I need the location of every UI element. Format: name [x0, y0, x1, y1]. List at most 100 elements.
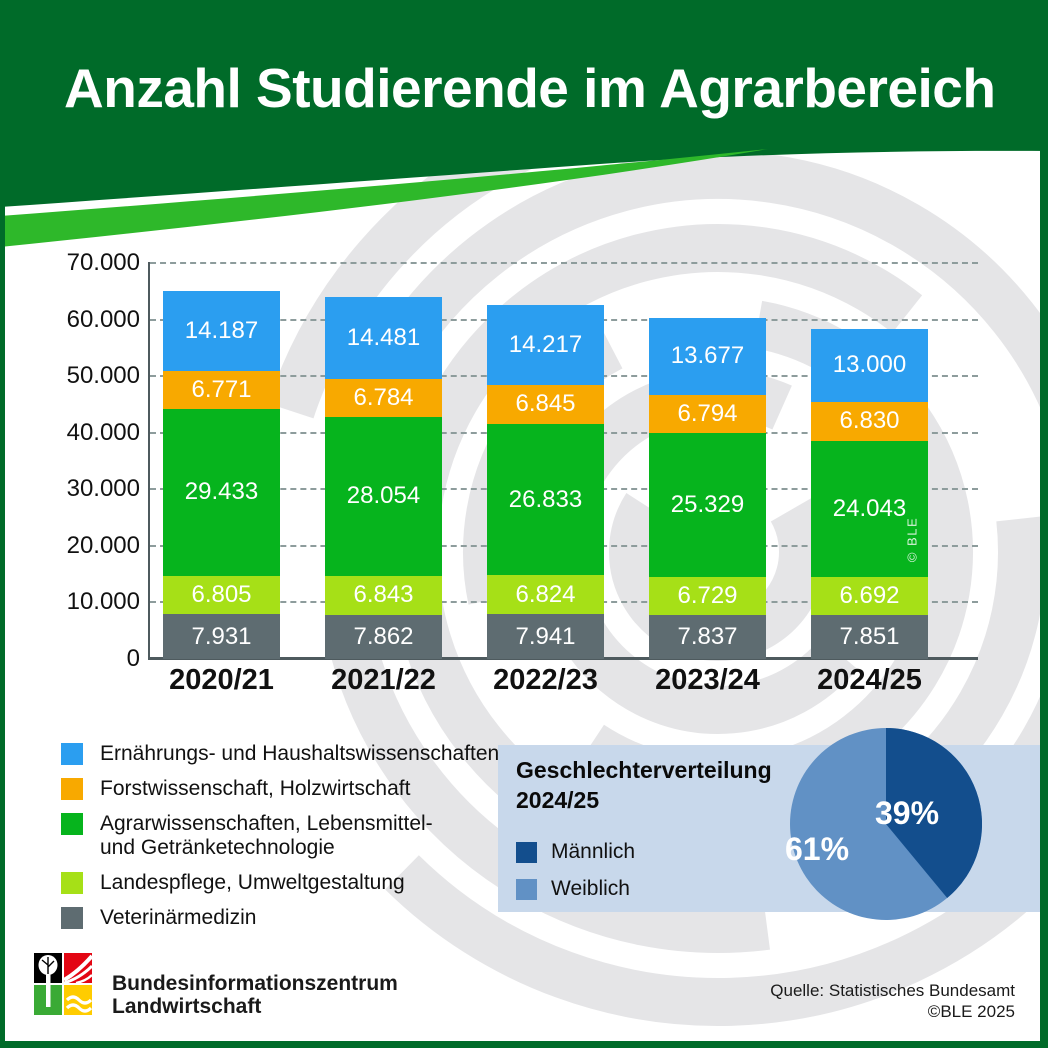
legend-swatch: [61, 872, 83, 894]
pie-slice-maennlich: [886, 728, 982, 898]
x-axis-label: 2020/21: [169, 664, 274, 696]
bar-value-label: 6.784: [353, 383, 414, 411]
bar-value-label: 25.329: [670, 490, 745, 518]
frame-border-bottom: [0, 1041, 1048, 1048]
bar-segment: 6.824: [487, 575, 604, 615]
bar-value-label: 7.941: [515, 622, 576, 650]
page-title: Anzahl Studierende im Agrarbereich: [64, 57, 996, 119]
y-tick-label: 0: [126, 645, 140, 672]
ble-copyright-watermark: © BLE: [904, 516, 920, 563]
organization-name-line2: Landwirtschaft: [112, 995, 262, 1018]
y-tick-label: 70.000: [66, 249, 140, 276]
bar-value-label: 6.830: [839, 407, 900, 435]
bar-segment: 7.862: [325, 614, 442, 659]
organization-name-line1: Bundesinformationszentrum: [112, 972, 398, 995]
bar-segment: 6.830: [811, 402, 928, 441]
bar-value-label: 7.862: [353, 622, 414, 650]
bar-value-label: 6.824: [515, 580, 576, 608]
header-swoosh-shape: [0, 149, 768, 247]
y-tick-label: 60.000: [66, 305, 140, 333]
gender-legend-label: Weiblich: [551, 877, 630, 900]
bar-segment: 6.784: [325, 378, 442, 418]
bar-segment: 6.729: [649, 576, 766, 615]
gender-legend-item: Weiblich: [516, 877, 635, 901]
gender-legend-label: Männlich: [551, 840, 636, 863]
legend-item: Ernährungs- und Haushaltswissenschaften: [61, 742, 499, 766]
bar-value-label: 6.843: [353, 581, 414, 609]
legend-label: Agrarwissenschaften, Lebensmittel- und G…: [100, 812, 433, 859]
bar-segment: 14.481: [325, 296, 442, 379]
bar-value-label: 26.833: [508, 485, 583, 513]
bar-segment: 6.805: [163, 575, 280, 615]
x-axis-label: 2023/24: [655, 664, 760, 696]
gender-legend-swatch: [516, 878, 537, 900]
gender-legend: Männlich Weiblich: [516, 840, 635, 901]
gender-panel-title-line2: 2024/25: [516, 787, 600, 813]
bar-value-label: 6.794: [677, 400, 738, 428]
x-axis-label: 2024/25: [817, 664, 922, 696]
bar-segment: 7.931: [163, 614, 280, 659]
legend-swatch: [61, 907, 83, 929]
organization-name: Bundesinformationszentrum Landwirtschaft: [112, 972, 398, 1018]
copyright-line: ©BLE 2025: [927, 1002, 1015, 1021]
gender-legend-swatch: [516, 841, 537, 863]
bar-segment: 25.329: [649, 433, 766, 577]
bar-segment: 14.217: [487, 304, 604, 385]
bar-segment: 29.433: [163, 409, 280, 576]
legend-label: Veterinärmedizin: [100, 906, 257, 929]
bar-segment: 13.000: [811, 328, 928, 403]
bar-segment: 7.837: [649, 614, 766, 659]
legend-label: Ernährungs- und Haushaltswissenschaften: [100, 742, 500, 765]
bar-value-label: 7.851: [839, 622, 900, 650]
y-tick-label: 50.000: [66, 362, 140, 390]
gender-panel-title-line1: Geschlechterverteilung: [516, 757, 772, 783]
legend-item: Landespflege, Umweltgestaltung: [61, 871, 499, 895]
legend-item: Forstwissenschaft, Holzwirtschaft: [61, 777, 499, 801]
bar-value-label: 6.729: [677, 581, 738, 609]
legend-item: Veterinärmedizin: [61, 906, 499, 930]
legend-label: Landespflege, Umweltgestaltung: [100, 871, 405, 894]
bar-value-label: 6.771: [191, 375, 252, 403]
bar-value-label: 28.054: [346, 482, 421, 510]
bar-value-label: 6.845: [515, 390, 576, 418]
gender-panel-title: Geschlechterverteilung 2024/25: [516, 755, 772, 815]
header-dark-shape: [0, 0, 1048, 207]
pie-percentage-label: 61%: [784, 831, 850, 867]
y-axis-line: [148, 262, 150, 659]
source-line: Quelle: Statistisches Bundesamt: [770, 981, 1015, 1000]
bar-segment: 6.845: [487, 384, 604, 424]
bar-segment: 6.794: [649, 394, 766, 434]
source-credit: Quelle: Statistisches Bundesamt ©BLE 202…: [770, 980, 1015, 1022]
bar-value-label: 29.433: [184, 478, 259, 506]
bar-segment: 6.843: [325, 575, 442, 615]
bar-segment: 14.187: [163, 290, 280, 371]
chart-legend: Ernährungs- und Haushaltswissenschaften F…: [61, 742, 499, 930]
frame-border-left: [0, 0, 5, 1048]
bzl-logo: [34, 953, 92, 1015]
bar-segment: 13.677: [649, 317, 766, 395]
bar-value-label: 13.000: [832, 351, 907, 379]
bar-value-label: 14.217: [508, 330, 583, 358]
legend-swatch: [61, 778, 83, 800]
legend-swatch: [61, 743, 83, 765]
bar-segment: 26.833: [487, 423, 604, 576]
x-axis-label: 2021/22: [331, 664, 436, 696]
y-tick-label: 40.000: [66, 418, 140, 446]
y-tick-label: 10.000: [66, 588, 140, 616]
bar-segment: 6.771: [163, 370, 280, 410]
bar-segment: 6.692: [811, 576, 928, 615]
bar-value-label: 6.692: [839, 581, 900, 609]
legend-item: Agrarwissenschaften, Lebensmittel- und G…: [61, 812, 499, 860]
y-tick-label: 20.000: [66, 531, 140, 559]
bar-value-label: 14.187: [184, 316, 259, 344]
pie-percentage-label: 39%: [874, 795, 940, 831]
legend-label: Forstwissenschaft, Holzwirtschaft: [100, 777, 411, 800]
bar-segment: 7.941: [487, 614, 604, 659]
frame-border-right: [1040, 150, 1048, 1048]
y-tick-label: 30.000: [66, 475, 140, 503]
bar-segment: 7.851: [811, 614, 928, 659]
bar-segment: 24.043: [811, 440, 928, 577]
bar-value-label: 6.805: [191, 580, 252, 608]
